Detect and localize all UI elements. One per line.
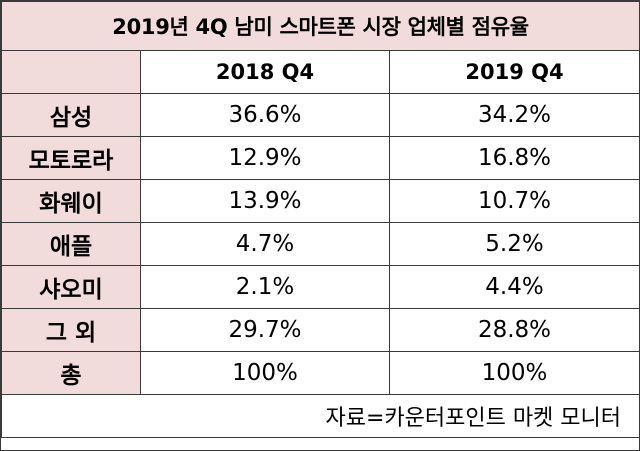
row-label: 그 외	[1, 308, 141, 352]
table-row: 화웨이 13.9% 10.7%	[1, 179, 640, 223]
table-row: 모토로라 12.9% 16.8%	[1, 136, 640, 180]
value-cell: 100%	[140, 351, 390, 395]
row-label: 샤오미	[1, 265, 141, 309]
row-label: 모토로라	[1, 136, 141, 180]
table-row: 애플 4.7% 5.2%	[1, 222, 640, 266]
table-row: 샤오미 2.1% 4.4%	[1, 265, 640, 309]
table-title: 2019년 4Q 남미 스마트폰 시장 업체별 점유율	[0, 1, 640, 51]
value-cell: 12.9%	[140, 136, 390, 180]
value-cell: 36.6%	[140, 93, 390, 137]
source-note: 자료=카운터포인트 마켓 모니터	[0, 394, 640, 438]
value-cell: 100%	[388, 351, 640, 395]
row-label: 화웨이	[1, 179, 141, 223]
value-cell: 28.8%	[388, 308, 640, 352]
value-cell: 5.2%	[388, 222, 640, 266]
value-cell: 16.8%	[388, 136, 640, 180]
table-row: 삼성 36.6% 34.2%	[1, 93, 640, 137]
value-cell: 34.2%	[388, 93, 640, 137]
column-header-row: 2018 Q4 2019 Q4	[1, 50, 640, 94]
value-cell: 29.7%	[140, 308, 390, 352]
value-cell: 4.7%	[140, 222, 390, 266]
value-cell: 10.7%	[388, 179, 640, 223]
table-row: 그 외 29.7% 28.8%	[1, 308, 640, 352]
table-row: 총 100% 100%	[1, 351, 640, 395]
title-row: 2019년 4Q 남미 스마트폰 시장 업체별 점유율	[0, 1, 640, 51]
row-label: 애플	[1, 222, 141, 266]
value-cell: 2.1%	[140, 265, 390, 309]
row-label: 총	[1, 351, 141, 395]
value-cell: 4.4%	[388, 265, 640, 309]
column-header-2018-q4: 2018 Q4	[140, 50, 390, 94]
column-header-2019-q4: 2019 Q4	[388, 50, 640, 94]
source-row: 자료=카운터포인트 마켓 모니터	[0, 394, 640, 438]
value-cell: 13.9%	[140, 179, 390, 223]
corner-cell	[1, 50, 141, 94]
market-share-table: 2019년 4Q 남미 스마트폰 시장 업체별 점유율 2018 Q4 2019…	[0, 1, 640, 438]
row-label: 삼성	[1, 93, 141, 137]
